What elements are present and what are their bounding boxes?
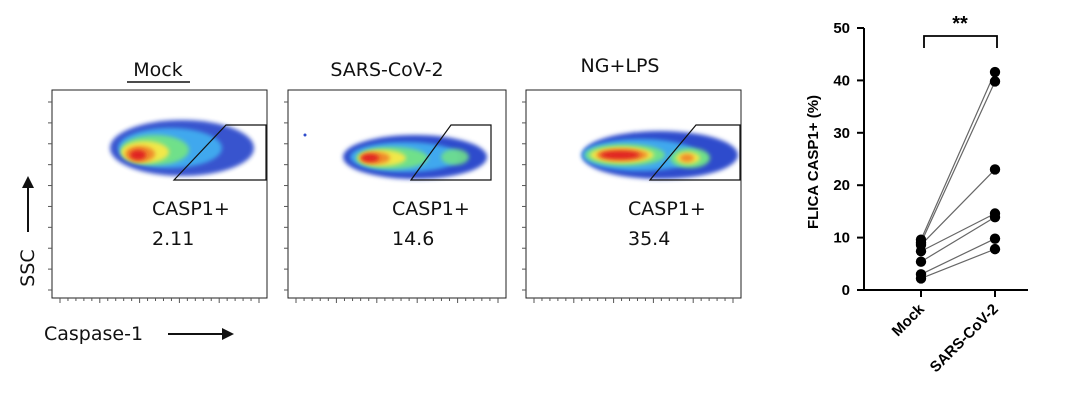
y-tick-label: 50	[833, 20, 850, 37]
x-category-label: SARS-CoV-2	[927, 301, 1002, 376]
x-ticks	[59, 298, 260, 303]
sars-cov-2-point	[989, 164, 1001, 175]
arrow-up-icon	[22, 176, 34, 188]
plot-frame	[287, 89, 507, 299]
significance-bracket: **	[923, 13, 998, 48]
flow-panel-sars-cov-2: SARS-CoV-2 CASP1+ 14.6	[284, 59, 507, 303]
bracket-line	[923, 35, 998, 48]
y-axis-label: FLICA CASP1+ (%)	[805, 95, 822, 229]
significance-label: **	[952, 13, 968, 35]
casp1-gate	[648, 124, 741, 181]
caspase-label: Caspase-1	[44, 323, 143, 345]
plot-frame	[525, 89, 742, 299]
x-ticks	[295, 298, 499, 303]
sars-cov-2-point	[989, 66, 1001, 78]
data-pairs	[915, 66, 1001, 284]
flow-panel-mock: Mock CASP1+ 2.11	[48, 59, 268, 303]
sars-cov-2-point	[989, 243, 1001, 255]
casp1-gate	[409, 124, 492, 181]
flow-panel-ng-lps: NG+LPS CASP1+ 35.4	[522, 55, 742, 303]
y-ticks	[48, 101, 52, 291]
gate-value-sars-cov-2: 14.6	[392, 228, 434, 250]
cell-density-cloud	[582, 131, 738, 179]
cell-density-cloud	[110, 120, 254, 176]
x-category-label: Mock	[889, 300, 929, 340]
casp1-gate	[172, 124, 267, 181]
plot-frame	[51, 89, 268, 299]
pair-line	[920, 81, 996, 244]
y-tick-label: 30	[833, 125, 850, 142]
gate-value-mock: 2.11	[152, 228, 194, 250]
pair-line	[920, 248, 996, 280]
panel-title-sars-cov-2: SARS-CoV-2	[330, 59, 443, 81]
mock-point	[915, 269, 927, 280]
gate-label-sars-cov-2: CASP1+	[392, 198, 470, 220]
x-ticks	[533, 298, 734, 303]
y-axis-ticks: 0 10 20 30 40 50	[833, 20, 864, 299]
flow-x-axis-label: Caspase-1	[44, 323, 234, 345]
pair-line	[920, 169, 996, 246]
paired-dot-chart: 0 10 20 30 40 50 FLICA CASP1+ (%) MockSARS-Co…	[805, 13, 1028, 376]
ssc-label: SSC	[17, 249, 39, 286]
flow-y-axis-label: SSC	[17, 176, 39, 287]
panel-title-ng-lps: NG+LPS	[581, 55, 660, 77]
y-tick-label: 20	[833, 177, 850, 194]
y-ticks	[284, 101, 288, 291]
gate-label-mock: CASP1+	[152, 198, 230, 220]
pair-line	[920, 238, 996, 275]
pair-line	[920, 212, 996, 252]
sars-cov-2-point	[989, 233, 1001, 244]
y-tick-label: 40	[833, 72, 850, 89]
y-tick-label: 10	[833, 230, 850, 247]
mock-point	[915, 256, 927, 267]
gate-label-ng-lps: CASP1+	[628, 198, 706, 220]
sars-cov-2-point	[989, 208, 1001, 219]
y-ticks	[522, 101, 526, 291]
mock-point	[915, 234, 927, 245]
arrow-right-icon	[222, 328, 234, 340]
pair-line	[920, 216, 996, 263]
panel-title-mock: Mock	[133, 59, 182, 81]
pair-line	[920, 71, 996, 240]
gate-value-ng-lps: 35.4	[628, 228, 670, 250]
y-tick-label: 0	[842, 282, 850, 299]
sars-cov-2-point	[989, 76, 1001, 87]
